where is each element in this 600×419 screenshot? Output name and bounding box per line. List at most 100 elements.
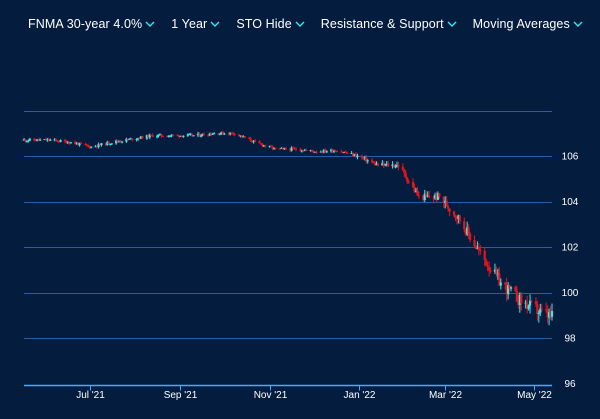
candle-down	[467, 227, 470, 234]
candle-down	[84, 143, 87, 145]
candle-up	[394, 166, 397, 168]
candle-down	[505, 284, 508, 295]
candle-up	[366, 160, 369, 162]
candle-down	[166, 136, 169, 138]
candle-down	[479, 249, 482, 251]
chevron-down-icon	[573, 21, 583, 27]
candle-down	[406, 177, 409, 182]
candle-up	[208, 133, 211, 136]
resistance-support-dropdown[interactable]: Resistance & Support	[321, 17, 457, 31]
candle-down	[278, 148, 282, 150]
candle-down	[341, 152, 344, 154]
candle-up	[49, 139, 52, 141]
candle-down	[312, 150, 315, 152]
candle-down	[464, 229, 467, 235]
candle-up	[59, 140, 62, 142]
candle-down	[151, 135, 154, 137]
chevron-down-icon	[145, 21, 155, 27]
candle-down	[271, 146, 274, 149]
candle-up	[313, 151, 317, 153]
candle-down	[243, 136, 246, 138]
candle-down	[458, 215, 461, 222]
candle-down	[150, 134, 153, 136]
candle-down	[413, 186, 416, 192]
candle-up	[423, 193, 426, 200]
candle-up	[309, 150, 312, 152]
period-dropdown-label: 1 Year	[171, 17, 208, 31]
candle-down	[477, 247, 480, 250]
candle-up	[53, 139, 56, 141]
candle-down	[251, 141, 254, 143]
sto-dropdown-label: STO Hide	[236, 17, 292, 31]
candle-up	[125, 138, 128, 142]
candle-up	[213, 133, 216, 135]
candle-down	[240, 135, 244, 137]
candle-up	[27, 140, 30, 142]
candle-down	[468, 233, 472, 240]
candle-up	[158, 134, 162, 136]
candle-down	[455, 217, 459, 220]
candle-up	[179, 135, 182, 137]
candle-up	[550, 311, 554, 317]
candle-up	[188, 134, 191, 136]
candle-down	[495, 269, 498, 275]
candle-down	[96, 146, 99, 148]
candle-down	[454, 214, 457, 218]
candle-up	[36, 139, 39, 141]
candle-up	[66, 142, 69, 144]
candle-down	[217, 133, 220, 135]
candle-up	[109, 143, 112, 145]
security-dropdown[interactable]: FNMA 30-year 4.0%	[28, 17, 155, 31]
moving-averages-dropdown[interactable]: Moving Averages	[473, 17, 583, 31]
candle-down	[373, 162, 377, 166]
candle-down	[138, 138, 141, 140]
candle-down	[545, 309, 548, 311]
candle-down	[428, 195, 431, 198]
candle-down	[392, 164, 396, 168]
candle-down	[536, 304, 539, 315]
candle-up	[384, 164, 387, 166]
candle-up	[196, 133, 200, 136]
candle-up	[325, 151, 328, 153]
candle-up	[94, 146, 97, 148]
candle-up	[290, 147, 293, 151]
x-tick-label: Jul '21	[76, 390, 105, 401]
candle-up	[547, 312, 551, 318]
candle-up	[524, 302, 527, 304]
candle-up	[129, 138, 132, 140]
candle-down	[68, 142, 71, 144]
sto-dropdown[interactable]: STO Hide	[236, 17, 305, 31]
candle-down	[416, 190, 419, 196]
candle-up	[252, 140, 255, 143]
candle-up	[527, 305, 530, 309]
candle-up	[100, 143, 103, 146]
candle-up	[182, 135, 185, 137]
candle-down	[344, 152, 347, 154]
candle-down	[249, 138, 252, 142]
candle-down	[473, 239, 476, 247]
candle-down	[404, 172, 407, 178]
candle-down	[305, 150, 308, 152]
candle-down	[411, 181, 415, 187]
candle-down	[198, 133, 201, 137]
candle-up	[273, 147, 276, 149]
candle-down	[85, 144, 88, 146]
candle-down	[334, 150, 337, 152]
candle-up	[303, 150, 306, 152]
candle-down	[442, 196, 445, 204]
candle-down	[37, 139, 40, 141]
candle-up	[528, 300, 532, 306]
candle-up	[343, 152, 346, 154]
candle-down	[281, 148, 284, 150]
period-dropdown[interactable]: 1 Year	[171, 17, 220, 31]
candle-down	[24, 139, 27, 142]
candle-down	[233, 133, 236, 135]
candle-up	[22, 139, 26, 141]
candle-down	[237, 134, 241, 136]
candle-down	[230, 132, 233, 134]
candle-up	[280, 148, 283, 150]
candle-down	[508, 285, 511, 289]
candle-down	[161, 136, 165, 138]
candle-up	[466, 227, 469, 235]
